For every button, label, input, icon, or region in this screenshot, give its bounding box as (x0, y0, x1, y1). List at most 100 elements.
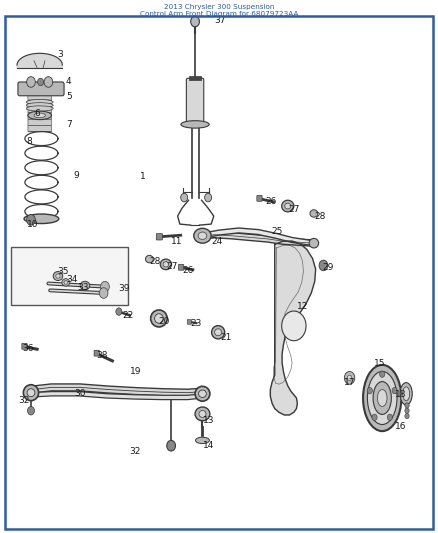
Ellipse shape (53, 271, 63, 280)
Text: 17: 17 (344, 377, 356, 386)
Ellipse shape (34, 113, 46, 118)
FancyBboxPatch shape (156, 233, 162, 240)
FancyBboxPatch shape (187, 319, 191, 324)
Text: 4: 4 (66, 77, 71, 86)
Text: 18: 18 (395, 390, 407, 399)
Ellipse shape (195, 437, 209, 443)
Text: 19: 19 (130, 367, 141, 376)
Text: 33: 33 (78, 283, 89, 292)
Circle shape (191, 16, 199, 27)
Polygon shape (17, 53, 62, 68)
Text: 34: 34 (66, 275, 77, 284)
Text: 1: 1 (140, 172, 145, 181)
Text: Control Arm Front Diagram for 68079723AA: Control Arm Front Diagram for 68079723AA (140, 11, 298, 17)
Ellipse shape (215, 329, 222, 336)
Text: 9: 9 (73, 171, 79, 180)
Ellipse shape (378, 390, 387, 407)
Ellipse shape (194, 228, 211, 243)
FancyBboxPatch shape (28, 107, 51, 113)
Text: 36: 36 (22, 344, 34, 353)
Text: 11: 11 (171, 237, 183, 246)
Circle shape (387, 414, 392, 421)
Ellipse shape (309, 238, 319, 248)
Ellipse shape (145, 255, 153, 263)
Text: 6: 6 (34, 109, 40, 118)
Text: 24: 24 (211, 237, 223, 246)
FancyBboxPatch shape (257, 196, 262, 201)
Ellipse shape (151, 310, 167, 327)
Text: 32: 32 (130, 447, 141, 456)
Circle shape (181, 193, 187, 202)
Text: 28: 28 (315, 212, 326, 221)
Ellipse shape (56, 274, 60, 278)
Polygon shape (270, 241, 316, 415)
Circle shape (27, 215, 35, 225)
Text: 5: 5 (66, 92, 71, 101)
Ellipse shape (198, 232, 207, 239)
Text: 7: 7 (66, 120, 71, 129)
Ellipse shape (195, 386, 210, 401)
FancyBboxPatch shape (28, 113, 51, 119)
Ellipse shape (26, 100, 53, 105)
Text: 10: 10 (27, 220, 38, 229)
Text: 25: 25 (271, 227, 283, 236)
Ellipse shape (363, 365, 401, 431)
Circle shape (205, 193, 212, 202)
Ellipse shape (155, 314, 163, 323)
Text: 35: 35 (57, 268, 69, 276)
Text: 26: 26 (265, 197, 276, 206)
Text: 2013 Chrysler 300 Suspension: 2013 Chrysler 300 Suspension (164, 4, 274, 10)
Ellipse shape (373, 382, 391, 415)
Text: 12: 12 (297, 302, 308, 311)
Ellipse shape (310, 210, 318, 217)
Circle shape (392, 387, 397, 394)
Ellipse shape (198, 390, 206, 398)
Ellipse shape (24, 214, 59, 223)
Circle shape (28, 407, 35, 415)
Circle shape (282, 311, 306, 341)
Circle shape (344, 372, 355, 384)
Text: 23: 23 (191, 319, 202, 328)
Text: 32: 32 (18, 395, 29, 405)
Circle shape (116, 308, 122, 316)
Ellipse shape (367, 372, 397, 424)
Text: 3: 3 (57, 50, 63, 59)
Ellipse shape (26, 106, 53, 111)
FancyBboxPatch shape (189, 76, 201, 80)
Ellipse shape (195, 407, 210, 421)
Text: 37: 37 (215, 16, 226, 25)
Ellipse shape (80, 281, 90, 290)
Ellipse shape (212, 326, 225, 339)
Text: 8: 8 (27, 138, 32, 147)
FancyBboxPatch shape (94, 350, 99, 356)
Ellipse shape (28, 111, 51, 119)
Circle shape (380, 371, 385, 377)
Ellipse shape (62, 279, 70, 286)
FancyBboxPatch shape (22, 343, 27, 349)
Ellipse shape (26, 103, 53, 108)
Text: 30: 30 (74, 389, 86, 398)
Text: 38: 38 (96, 351, 108, 360)
Ellipse shape (403, 387, 410, 401)
Ellipse shape (400, 383, 412, 405)
Ellipse shape (199, 410, 206, 417)
Ellipse shape (163, 262, 169, 267)
Circle shape (101, 281, 110, 292)
Text: 28: 28 (149, 257, 161, 265)
FancyBboxPatch shape (18, 82, 64, 96)
Circle shape (372, 414, 377, 421)
Circle shape (367, 387, 372, 394)
FancyBboxPatch shape (186, 78, 204, 125)
Circle shape (319, 260, 328, 271)
Text: 16: 16 (395, 422, 407, 431)
Text: 21: 21 (220, 333, 231, 342)
Circle shape (27, 77, 35, 87)
Circle shape (405, 414, 409, 419)
Ellipse shape (27, 389, 35, 397)
Ellipse shape (285, 203, 291, 209)
Text: 29: 29 (322, 263, 334, 272)
Text: 39: 39 (118, 284, 130, 293)
Circle shape (347, 375, 352, 381)
FancyBboxPatch shape (28, 125, 51, 132)
Circle shape (405, 408, 409, 414)
